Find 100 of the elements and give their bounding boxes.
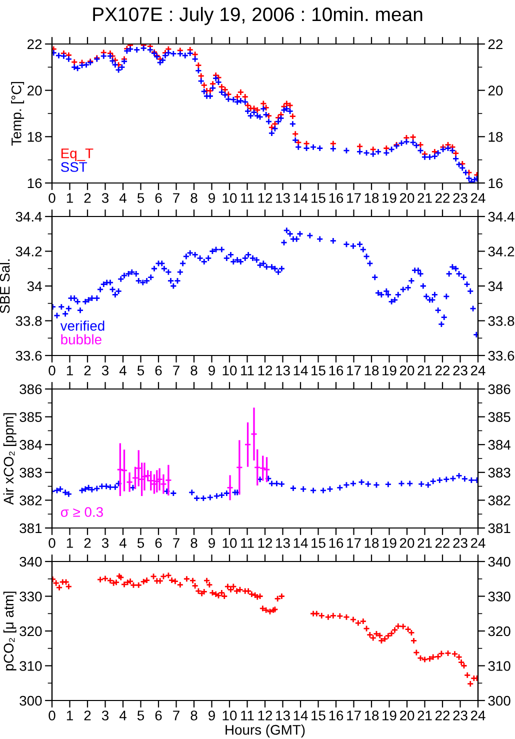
x-tick-label: 24	[470, 193, 486, 203]
x-tick-label: 20	[400, 366, 414, 376]
x-tick-label: 16	[329, 366, 344, 376]
text: σ ≥ 0.3	[60, 507, 103, 517]
x-tick-label: 21	[418, 710, 432, 720]
legend-label: bubble	[61, 334, 102, 344]
y2-tick-label: 386	[488, 384, 510, 394]
x-tick-label: 7	[173, 538, 180, 548]
x-tick-label: 0	[48, 538, 56, 548]
x-tick-label: 1	[66, 710, 73, 720]
x-tick-label: 12	[258, 710, 272, 720]
x-tick-label: 17	[347, 193, 361, 203]
x-tick-label: 22	[435, 710, 450, 720]
y2-tick-label: 20	[488, 86, 503, 96]
x-tick-label: 6	[155, 366, 162, 376]
x-tick-label: 1	[66, 538, 73, 548]
x-tick-label: 2	[84, 193, 91, 203]
x-tick-label: 10	[222, 366, 237, 376]
y-tick-label: 382	[20, 496, 42, 506]
y-axis-title: Temp. [°C]	[11, 82, 24, 146]
y2-tick-label: 22	[488, 39, 502, 50]
x-axis-title: Hours (GMT)	[226, 724, 305, 738]
y2-tick-label: 300	[488, 696, 510, 706]
x-tick-label: 4	[119, 710, 126, 720]
x-tick-label: 19	[382, 710, 396, 720]
x-tick-label: 11	[241, 538, 254, 548]
x-tick-label: 9	[208, 366, 215, 376]
y2-tick-label: 320	[488, 626, 510, 636]
x-tick-label: 14	[294, 710, 308, 720]
x-tick-label: 2	[84, 366, 91, 376]
x-tick-label: 13	[276, 710, 290, 720]
x-tick-label: 20	[400, 710, 414, 720]
y-tick-label: 300	[20, 696, 42, 706]
y-tick-label: 18	[28, 132, 42, 142]
x-tick-label: 11	[241, 193, 254, 203]
x-tick-label: 8	[190, 366, 198, 376]
x-tick-label: 16	[329, 710, 344, 720]
x-tick-label: 3	[102, 193, 108, 203]
x-tick-label: 24	[470, 538, 486, 548]
y-tick-label: 384	[20, 440, 42, 450]
x-tick-label: 23	[453, 538, 468, 548]
x-tick-label: 18	[364, 366, 379, 376]
y-tick-label: 22	[28, 39, 42, 50]
series-label: verified	[60, 320, 104, 331]
x-tick-label: 16	[329, 538, 344, 548]
x-tick-label: 6	[155, 710, 162, 720]
x-tick-label: 3	[102, 366, 108, 376]
y-tick-label: 386	[20, 384, 42, 394]
x-tick-label: 18	[364, 710, 379, 720]
x-tick-label: 4	[119, 538, 126, 548]
x-tick-label: 24	[470, 366, 486, 376]
x-tick-label: 23	[453, 366, 468, 376]
x-tick-label: 8	[190, 710, 198, 720]
x-tick-label: 18	[364, 538, 379, 548]
y2-tick-label: 34.2	[488, 246, 514, 256]
x-tick-label: 19	[382, 193, 396, 203]
x-tick-label: 15	[312, 538, 326, 548]
x-tick-label: 23	[453, 710, 468, 720]
x-tick-label: 22	[435, 366, 450, 376]
x-tick-label: 10	[222, 193, 237, 203]
y2-tick-label: 33.6	[488, 350, 514, 361]
chart-title: PX107E : July 19, 2006 : 10min. mean	[93, 6, 422, 26]
y2-tick-label: 18	[488, 132, 503, 142]
x-tick-label: 12	[258, 366, 272, 376]
x-tick-label: 13	[276, 538, 290, 548]
x-tick-label: 4	[119, 366, 126, 376]
x-tick-label: 24	[470, 710, 486, 720]
x-tick-label: 22	[435, 193, 450, 203]
x-tick-label: 20	[400, 538, 414, 548]
x-tick-label: 0	[48, 366, 56, 376]
y-tick-label: 330	[20, 592, 42, 602]
y-tick-label: 310	[20, 661, 42, 671]
x-tick-label: 6	[155, 193, 162, 203]
y2-tick-label: 33.8	[488, 316, 514, 326]
x-tick-label: 10	[222, 538, 237, 548]
x-tick-label: 6	[155, 538, 162, 548]
y-tick-label: 383	[20, 468, 42, 478]
x-tick-label: 9	[208, 193, 215, 203]
x-tick-label: 5	[137, 193, 144, 203]
x-tick-label: 21	[418, 538, 432, 548]
y2-tick-label: 383	[488, 468, 510, 478]
x-tick-label: 19	[382, 538, 396, 548]
x-tick-label: 11	[241, 710, 254, 720]
x-tick-label: 19	[382, 366, 396, 376]
y2-tick-label: 310	[488, 661, 510, 671]
x-tick-label: 21	[418, 193, 432, 203]
x-tick-label: 22	[435, 538, 450, 548]
x-tick-label: 18	[364, 193, 379, 203]
y-tick-label: 16	[28, 178, 42, 188]
y2-tick-label: 384	[488, 440, 510, 450]
x-tick-label: 12	[258, 193, 272, 203]
x-tick-label: 11	[241, 366, 254, 376]
x-tick-label: 15	[312, 710, 326, 720]
y-axis-title: pCO₂ [μ atm]	[3, 592, 16, 670]
x-tick-label: 23	[453, 193, 468, 203]
y2-tick-label: 381	[488, 523, 510, 534]
x-tick-label: 8	[190, 538, 198, 548]
x-tick-label: 2	[84, 710, 91, 720]
x-tick-label: 10	[222, 710, 237, 720]
y2-tick-label: 16	[488, 178, 503, 188]
